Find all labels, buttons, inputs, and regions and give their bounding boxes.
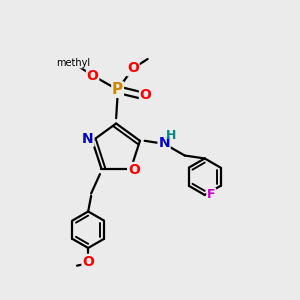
Text: O: O: [127, 61, 139, 75]
Text: O: O: [82, 254, 94, 268]
Text: H: H: [165, 129, 176, 142]
Text: N: N: [82, 132, 94, 146]
Text: O: O: [128, 163, 140, 177]
Text: P: P: [112, 82, 123, 97]
Text: O: O: [87, 68, 98, 83]
Text: methyl: methyl: [70, 61, 74, 62]
Text: N: N: [158, 136, 170, 150]
Text: F: F: [207, 188, 215, 202]
Text: methyl: methyl: [56, 58, 90, 68]
Text: O: O: [140, 88, 152, 102]
